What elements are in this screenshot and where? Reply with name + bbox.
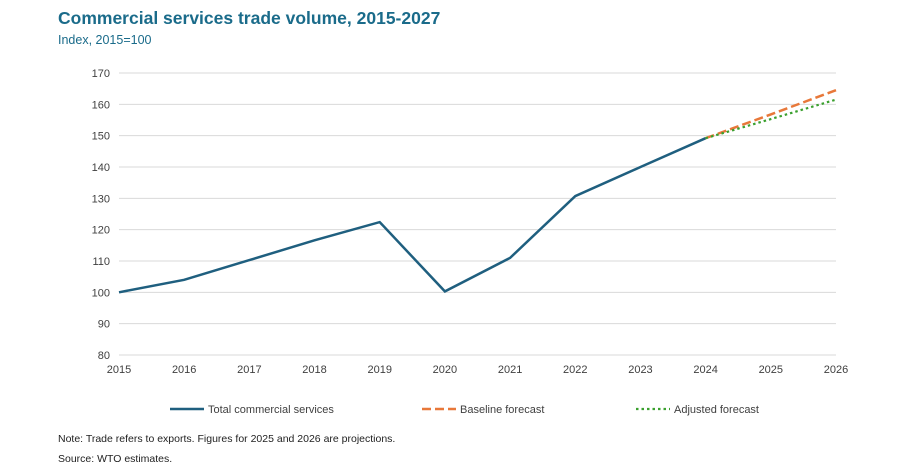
y-tick-label: 170 — [92, 68, 110, 80]
x-tick-label: 2023 — [628, 364, 652, 376]
source-text: Source: WTO estimates. — [58, 453, 173, 465]
x-tick-label: 2017 — [237, 364, 261, 376]
note-text: Note: Trade refers to exports. Figures f… — [58, 433, 396, 445]
x-tick-label: 2019 — [367, 364, 391, 376]
chart-title: Commercial services trade volume, 2015-2… — [58, 8, 441, 28]
x-tick-label: 2025 — [759, 364, 783, 376]
x-tick-label: 2018 — [302, 364, 326, 376]
legend-label-2: Baseline forecast — [460, 404, 544, 416]
x-tick-label: 2016 — [172, 364, 196, 376]
y-tick-label: 130 — [92, 193, 110, 205]
x-tick-label: 2024 — [693, 364, 717, 376]
y-tick-label: 100 — [92, 287, 110, 299]
y-tick-label: 80 — [98, 350, 110, 362]
x-tick-label: 2022 — [563, 364, 587, 376]
y-tick-label: 120 — [92, 225, 110, 237]
x-tick-label: 2021 — [498, 364, 522, 376]
y-tick-label: 160 — [92, 99, 110, 111]
series-line-2 — [705, 89, 837, 140]
y-tick-label: 110 — [92, 256, 110, 268]
series-line-3 — [705, 98, 837, 140]
x-tick-label: 2026 — [824, 364, 848, 376]
y-tick-label: 90 — [98, 319, 110, 331]
series-line-1 — [118, 137, 707, 294]
x-tick-label: 2015 — [107, 364, 131, 376]
chart-subtitle: Index, 2015=100 — [58, 33, 152, 47]
x-tick-label: 2020 — [433, 364, 457, 376]
legend-label-3: Adjusted forecast — [674, 404, 759, 416]
y-tick-label: 140 — [92, 162, 110, 174]
y-tick-label: 150 — [92, 131, 110, 143]
legend-label-1: Total commercial services — [208, 404, 334, 416]
